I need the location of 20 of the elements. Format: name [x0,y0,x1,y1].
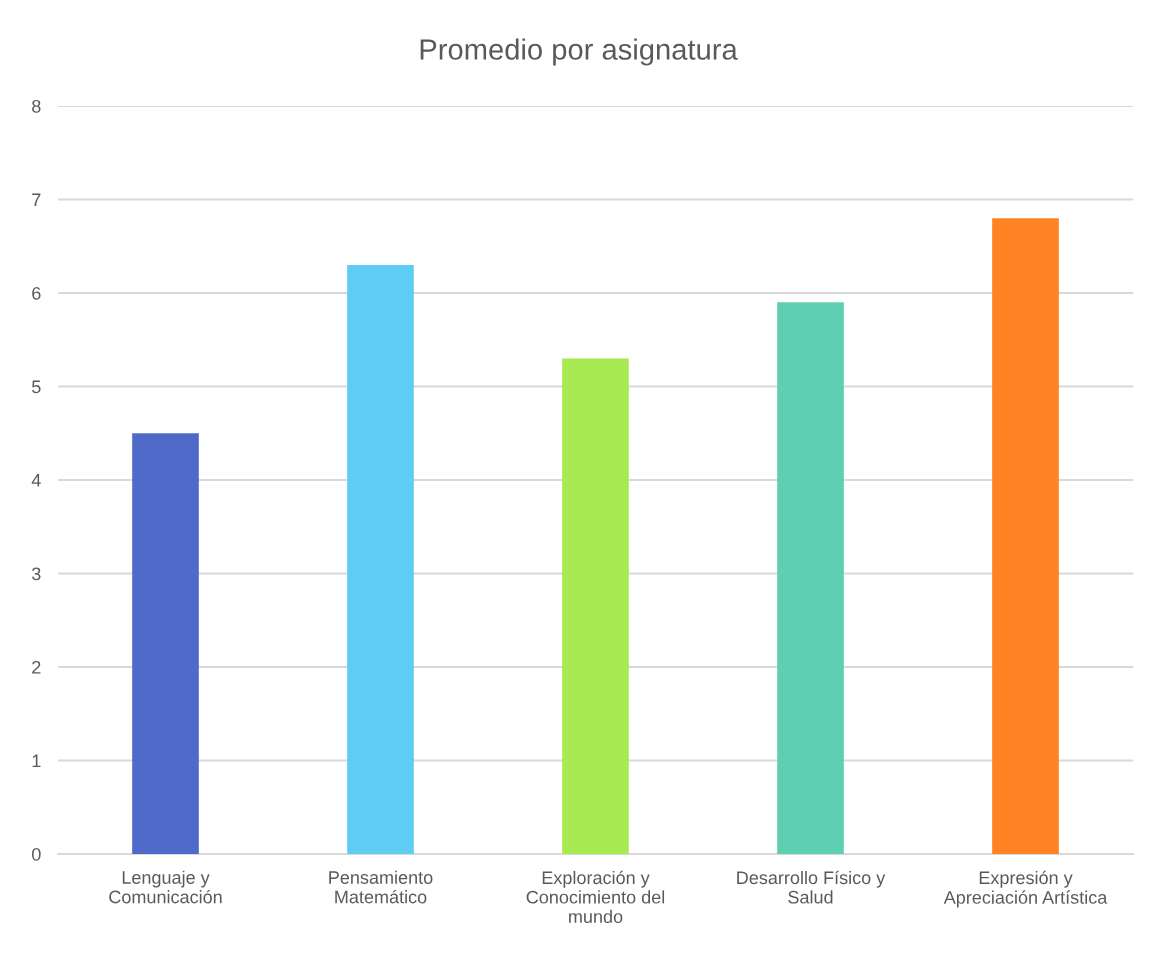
y-tick-label: 4 [31,474,41,487]
x-tick-label: Lenguaje y Comunicación [109,870,222,904]
bar [132,433,199,854]
y-tick-label: 2 [32,660,41,674]
bar [347,264,414,854]
y-tick-label: 5 [32,380,41,394]
bar [777,302,844,854]
y-tick-label: 8 [32,99,41,113]
y-tick-label: 6 [32,286,41,300]
bar [992,218,1059,854]
x-tick-label: Expresión y Apreciación Artística [943,870,1108,908]
chart-title: Promedio por asignatura [420,38,738,66]
y-tick-label: 1 [32,754,41,768]
y-tick-label: 0 [32,847,41,861]
bar [562,358,629,854]
x-tick-label: Pensamiento Matemático [329,870,433,904]
y-tick-label: 7 [32,193,41,207]
x-tick-label: Exploración y Conocimiento del mundo [526,870,665,924]
y-tick-label: 3 [31,567,41,581]
x-tick-label: Desarrollo Físico y Salud [737,870,886,904]
